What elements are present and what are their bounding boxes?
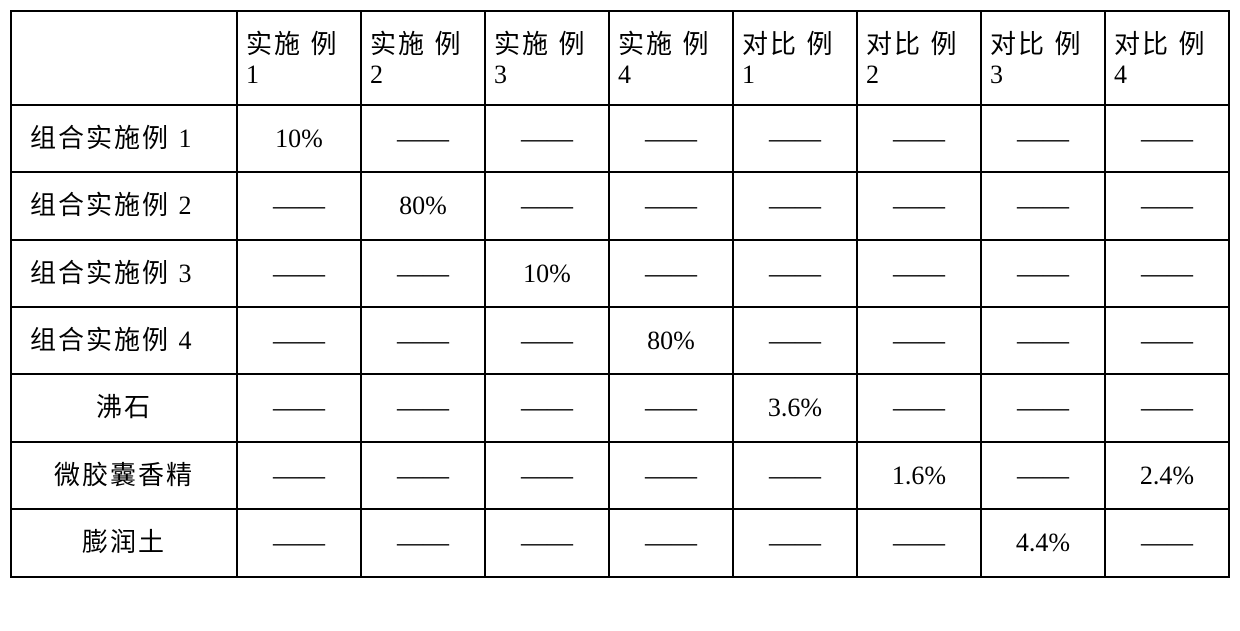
row-label: 组合实施例 2 — [11, 172, 237, 239]
cell: —— — [1105, 240, 1229, 307]
cell: 80% — [361, 172, 485, 239]
cell: —— — [237, 172, 361, 239]
cell: —— — [609, 374, 733, 441]
cell: —— — [733, 240, 857, 307]
cell: 2.4% — [1105, 442, 1229, 509]
cell: —— — [609, 105, 733, 172]
col-header-1: 实施 例 1 — [237, 11, 361, 105]
cell: —— — [237, 509, 361, 576]
table-row: 组合实施例 110%—————————————— — [11, 105, 1229, 172]
table-row: 组合实施例 2——80%———————————— — [11, 172, 1229, 239]
cell: —— — [1105, 307, 1229, 374]
cell: —— — [485, 105, 609, 172]
col-header-4: 实施 例 4 — [609, 11, 733, 105]
cell: —— — [981, 240, 1105, 307]
cell: —— — [361, 105, 485, 172]
row-label: 组合实施例 3 — [11, 240, 237, 307]
cell: —— — [981, 172, 1105, 239]
row-label: 膨润土 — [11, 509, 237, 576]
cell: —— — [733, 442, 857, 509]
cell: —— — [1105, 172, 1229, 239]
cell: —— — [1105, 105, 1229, 172]
cell: 10% — [485, 240, 609, 307]
cell: —— — [485, 307, 609, 374]
cell: —— — [1105, 374, 1229, 441]
cell: —— — [237, 240, 361, 307]
table-header-row: 实施 例 1 实施 例 2 实施 例 3 实施 例 4 对比 例 1 对比 例 … — [11, 11, 1229, 105]
cell: —— — [733, 509, 857, 576]
data-table: 实施 例 1 实施 例 2 实施 例 3 实施 例 4 对比 例 1 对比 例 … — [10, 10, 1230, 578]
table-row: 沸石————————3.6%—————— — [11, 374, 1229, 441]
cell: 4.4% — [981, 509, 1105, 576]
cell: —— — [733, 307, 857, 374]
cell: —— — [857, 374, 981, 441]
cell: —— — [981, 307, 1105, 374]
cell: —— — [609, 509, 733, 576]
cell: —— — [981, 374, 1105, 441]
cell: 1.6% — [857, 442, 981, 509]
row-label: 沸石 — [11, 374, 237, 441]
col-header-7: 对比 例 3 — [981, 11, 1105, 105]
cell: —— — [609, 442, 733, 509]
cell: —— — [857, 509, 981, 576]
col-header-6: 对比 例 2 — [857, 11, 981, 105]
cell: —— — [361, 374, 485, 441]
cell: —— — [1105, 509, 1229, 576]
cell: 3.6% — [733, 374, 857, 441]
cell: —— — [981, 105, 1105, 172]
data-table-wrap: 实施 例 1 实施 例 2 实施 例 3 实施 例 4 对比 例 1 对比 例 … — [10, 10, 1230, 578]
cell: —— — [237, 307, 361, 374]
col-header-0 — [11, 11, 237, 105]
cell: —— — [361, 509, 485, 576]
cell: —— — [361, 307, 485, 374]
col-header-5: 对比 例 1 — [733, 11, 857, 105]
cell: —— — [609, 240, 733, 307]
cell: —— — [361, 240, 485, 307]
cell: —— — [857, 240, 981, 307]
cell: 80% — [609, 307, 733, 374]
table-row: 组合实施例 3————10%—————————— — [11, 240, 1229, 307]
table-row: 微胶囊香精——————————1.6%——2.4% — [11, 442, 1229, 509]
col-header-2: 实施 例 2 — [361, 11, 485, 105]
cell: —— — [733, 105, 857, 172]
row-label: 组合实施例 4 — [11, 307, 237, 374]
cell: —— — [733, 172, 857, 239]
row-label: 微胶囊香精 — [11, 442, 237, 509]
table-body: 组合实施例 110%——————————————组合实施例 2——80%————… — [11, 105, 1229, 577]
cell: —— — [981, 442, 1105, 509]
cell: 10% — [237, 105, 361, 172]
table-row: 膨润土————————————4.4%—— — [11, 509, 1229, 576]
cell: —— — [237, 442, 361, 509]
cell: —— — [485, 172, 609, 239]
table-row: 组合实施例 4——————80%———————— — [11, 307, 1229, 374]
col-header-8: 对比 例 4 — [1105, 11, 1229, 105]
cell: —— — [485, 374, 609, 441]
cell: —— — [485, 509, 609, 576]
row-label: 组合实施例 1 — [11, 105, 237, 172]
cell: —— — [361, 442, 485, 509]
cell: —— — [857, 105, 981, 172]
cell: —— — [485, 442, 609, 509]
cell: —— — [857, 172, 981, 239]
cell: —— — [237, 374, 361, 441]
cell: —— — [609, 172, 733, 239]
col-header-3: 实施 例 3 — [485, 11, 609, 105]
cell: —— — [857, 307, 981, 374]
